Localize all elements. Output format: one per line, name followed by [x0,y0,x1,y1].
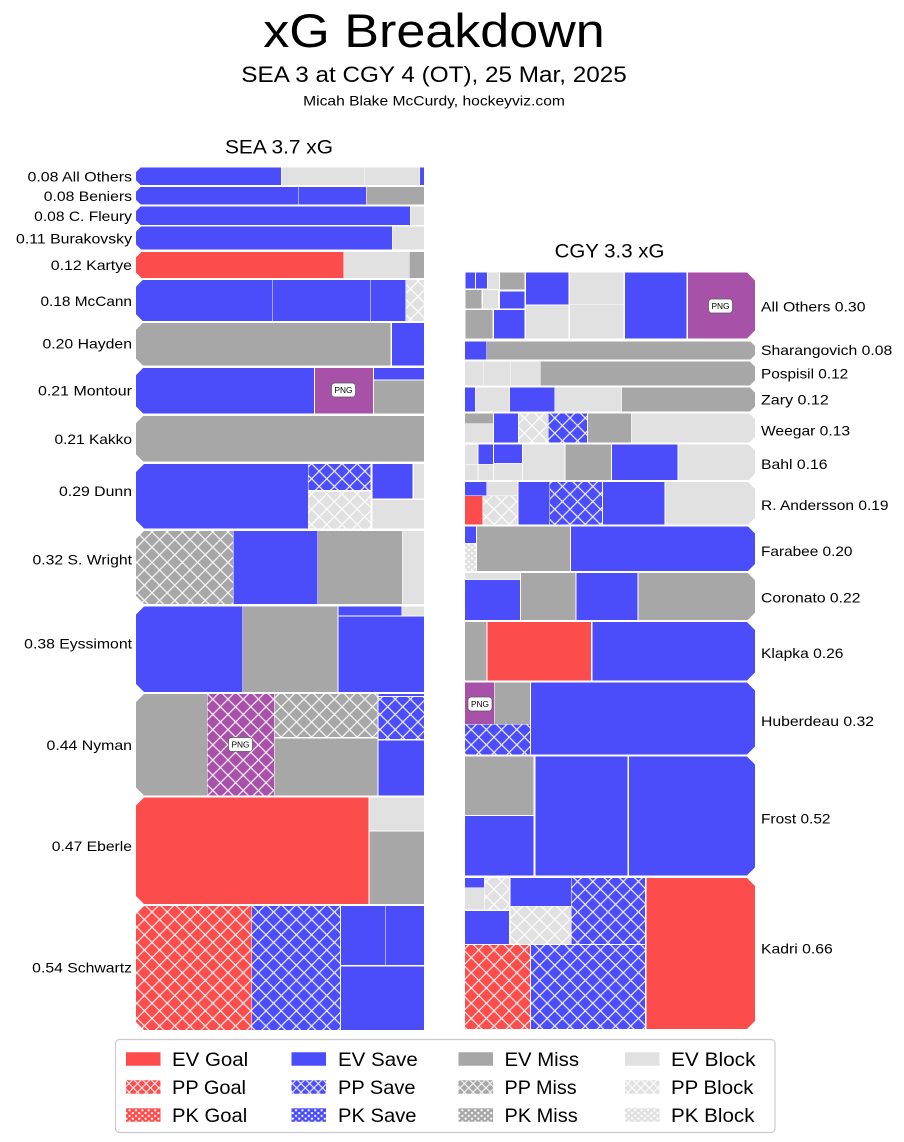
svg-text:PNG: PNG [471,699,489,709]
svg-text:0.08 C. Fleury: 0.08 C. Fleury [34,208,132,224]
svg-text:0.32 S. Wright: 0.32 S. Wright [33,552,133,568]
svg-text:Pospisil 0.12: Pospisil 0.12 [761,366,848,382]
svg-text:0.20 Hayden: 0.20 Hayden [43,336,133,352]
svg-text:Coronato 0.22: Coronato 0.22 [761,590,861,606]
svg-text:R. Andersson 0.19: R. Andersson 0.19 [761,497,889,513]
svg-text:0.54 Schwartz: 0.54 Schwartz [32,960,132,976]
svg-text:Kadri 0.66: Kadri 0.66 [761,941,833,957]
svg-text:0.21 Montour: 0.21 Montour [38,383,132,399]
svg-text:0.18 McCann: 0.18 McCann [41,293,133,309]
svg-text:0.47 Eberle: 0.47 Eberle [52,838,132,854]
svg-text:Frost 0.52: Frost 0.52 [761,811,831,827]
svg-text:EV Goal: EV Goal [172,1049,248,1071]
svg-text:Sharangovich 0.08: Sharangovich 0.08 [761,342,893,358]
svg-text:PNG: PNG [335,385,353,395]
svg-text:SEA 3 at CGY 4 (OT), 25 Mar, 2: SEA 3 at CGY 4 (OT), 25 Mar, 2025 [241,62,627,87]
svg-text:PK Block: PK Block [671,1105,755,1127]
svg-text:PP Goal: PP Goal [172,1077,246,1099]
svg-text:Micah Blake McCurdy, hockeyviz: Micah Blake McCurdy, hockeyviz.com [303,93,565,109]
svg-text:Farabee 0.20: Farabee 0.20 [761,543,853,559]
svg-text:Zary 0.12: Zary 0.12 [761,392,829,408]
svg-text:Huberdeau 0.32: Huberdeau 0.32 [761,713,874,729]
svg-text:0.44 Nyman: 0.44 Nyman [47,737,133,753]
svg-text:0.21 Kakko: 0.21 Kakko [55,431,133,447]
svg-text:PNG: PNG [712,301,730,311]
svg-text:SEA 3.7 xG: SEA 3.7 xG [225,137,333,159]
svg-text:PK Save: PK Save [338,1105,417,1127]
svg-text:EV Miss: EV Miss [505,1049,580,1071]
svg-text:Klapka 0.26: Klapka 0.26 [761,645,844,661]
svg-text:0.38 Eyssimont: 0.38 Eyssimont [24,636,132,652]
svg-text:PK Goal: PK Goal [172,1105,247,1127]
svg-text:0.11 Burakovsky: 0.11 Burakovsky [16,231,132,247]
svg-text:PK Miss: PK Miss [505,1105,578,1127]
svg-text:EV Block: EV Block [671,1049,756,1071]
svg-text:PP Miss: PP Miss [505,1077,577,1099]
svg-text:CGY 3.3 xG: CGY 3.3 xG [555,241,665,263]
svg-text:EV Save: EV Save [338,1049,418,1071]
svg-text:0.08 All Others: 0.08 All Others [28,169,133,185]
svg-text:0.12 Kartye: 0.12 Kartye [51,257,133,273]
svg-text:Bahl 0.16: Bahl 0.16 [761,456,828,472]
svg-text:xG Breakdown: xG Breakdown [263,4,605,57]
svg-text:PNG: PNG [232,740,250,750]
svg-text:All Others 0.30: All Others 0.30 [761,299,866,315]
svg-text:PP Save: PP Save [338,1077,416,1099]
svg-text:PP Block: PP Block [671,1077,754,1099]
svg-text:0.29 Dunn: 0.29 Dunn [59,483,132,499]
svg-text:0.08 Beniers: 0.08 Beniers [44,188,132,204]
svg-text:Weegar 0.13: Weegar 0.13 [761,423,850,439]
